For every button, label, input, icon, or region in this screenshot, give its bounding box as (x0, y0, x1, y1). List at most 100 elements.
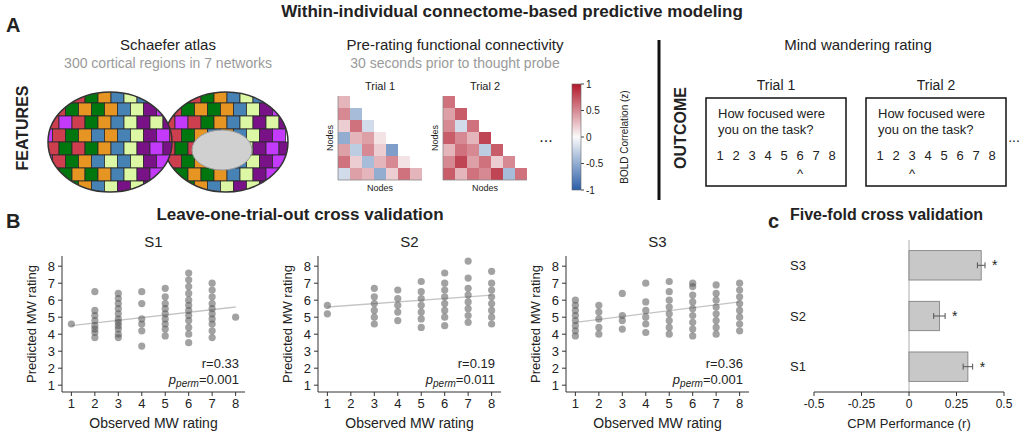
stat-p: pperm=0.001 (168, 372, 239, 389)
matrix-cell (386, 168, 398, 180)
data-point (162, 300, 169, 307)
atlas-parcel (72, 168, 85, 181)
y-tick-label: 1 (552, 378, 559, 393)
matrix-axis (338, 180, 422, 181)
data-point (713, 310, 720, 317)
scale-number: 6 (796, 148, 803, 163)
x-tick-label: 0 (906, 397, 913, 411)
data-point (713, 290, 720, 297)
colorbar-tick (581, 137, 584, 138)
atlas-parcel (260, 129, 273, 142)
matrix-cell (479, 144, 491, 156)
atlas-parcel (137, 168, 150, 181)
data-point (418, 295, 425, 302)
data-point (441, 314, 448, 321)
y-tick-label: 2 (48, 361, 55, 376)
matrix-cell (350, 144, 362, 156)
matrix-cell (455, 168, 467, 180)
atlas-parcel (66, 155, 79, 168)
panel-letter: B (6, 210, 20, 232)
panel-letter: c (768, 210, 779, 232)
y-tick (314, 317, 318, 318)
stat-p-letter: p (425, 372, 433, 387)
data-point (572, 297, 579, 304)
matrix-cell (491, 144, 503, 156)
plot-marks (68, 269, 239, 349)
data-point (91, 307, 98, 314)
colorbar-tick-label: 1 (586, 79, 592, 90)
subplot-title: S3 (648, 233, 666, 250)
y-tick (562, 385, 566, 386)
atlas-parcel (234, 103, 247, 116)
atlas-parcel (188, 168, 201, 181)
x-tick-label: 0.5 (996, 397, 1013, 411)
atlas-parcel (150, 90, 163, 103)
matrix-axis-label: Nodes (325, 124, 335, 151)
atlas-parcel (59, 90, 72, 103)
y-tick-label: 8 (552, 259, 559, 274)
matrix-cell (443, 156, 455, 168)
data-point (642, 314, 649, 321)
data-point (185, 324, 192, 331)
y-tick-label: 2 (552, 361, 559, 376)
scale-number: 3 (748, 148, 755, 163)
fc-subtitle: 30 seconds prior to thought probe (350, 55, 560, 71)
x-tick-label: 1 (68, 396, 75, 411)
data-point (185, 269, 192, 276)
scale-number: 5 (940, 148, 947, 163)
y-tick (314, 283, 318, 284)
data-point (68, 320, 75, 327)
matrix-cell (338, 144, 350, 156)
error-cap (963, 364, 964, 370)
x-tick-label: 3 (115, 396, 122, 411)
probe-question: How focused wereyou on the task? (718, 106, 825, 137)
probe-box (706, 98, 846, 186)
colorbar (572, 84, 581, 190)
matrix-cell (455, 108, 467, 120)
data-point (736, 286, 743, 293)
matrix-label: Trial 2 (470, 80, 500, 92)
atlas-parcel (111, 168, 124, 181)
scale-number: 2 (892, 148, 899, 163)
y-tick-label: 8 (304, 259, 311, 274)
error-line (977, 265, 985, 266)
atlas-parcel (131, 129, 144, 142)
x-tick-label: 1 (324, 396, 331, 411)
bar (909, 352, 968, 381)
colorbar-tick (581, 84, 584, 85)
plot-marks (909, 251, 985, 382)
plot-marks (572, 278, 743, 340)
y-tick-label: 7 (552, 276, 559, 291)
colorbar-tick-label: 0 (586, 132, 592, 143)
data-point (209, 280, 216, 287)
y-tick-label: 7 (48, 276, 55, 291)
atlas-parcel (40, 181, 53, 194)
matrix-cell (338, 108, 350, 120)
data-point (418, 302, 425, 309)
atlas-parcel (124, 142, 137, 155)
matrix-cell (338, 168, 350, 180)
y-tick (58, 317, 62, 318)
x-tick-label: 6 (441, 396, 448, 411)
atlas-parcel (201, 90, 214, 103)
atlas-parcel (105, 155, 118, 168)
data-point (394, 309, 401, 316)
stat-p: pperm=0.001 (672, 372, 743, 389)
y-tick (562, 300, 566, 301)
y-tick (58, 266, 62, 267)
error-cap (933, 313, 934, 319)
data-point (371, 293, 378, 300)
data-point (736, 293, 743, 300)
data-point (736, 314, 743, 321)
atlas-parcel (111, 142, 124, 155)
matrix-cell (338, 132, 350, 144)
error-cap (945, 313, 946, 319)
atlas-parcel (137, 116, 150, 129)
atlas-parcel (92, 103, 105, 116)
data-point (324, 310, 331, 317)
atlas-parcel (118, 155, 131, 168)
atlas-parcel (85, 90, 98, 103)
data-point (666, 303, 673, 310)
matrix-cell (362, 132, 374, 144)
matrix-cell (374, 156, 386, 168)
